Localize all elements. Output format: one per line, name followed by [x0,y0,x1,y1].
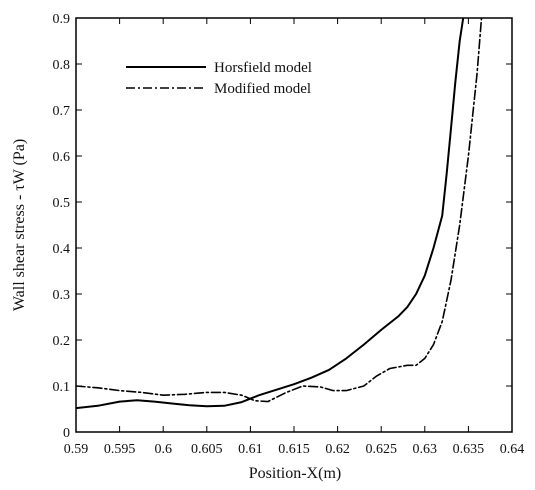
series-line-modified-model [76,18,483,403]
x-tick-label: 0.64 [500,442,525,457]
legend: Horsfield model Modified model [126,60,312,97]
y-tick-label: 0.3 [53,288,71,303]
y-tick-label: 0.6 [53,150,71,165]
y-tick-labels: 0 0.1 0.2 0.3 0.4 0.5 0.6 0.7 0.8 0.9 [53,12,71,441]
x-tick-label: 0.59 [64,442,89,457]
y-tick-label: 0.7 [53,104,71,119]
x-tick-label: 0.61 [238,442,263,457]
x-tick-label: 0.605 [191,442,223,457]
y-tick-label: 0.2 [53,334,71,349]
x-axis-title: Position-X(m) [249,465,341,482]
y-tick-label: 0.1 [53,380,71,395]
x-tick-label: 0.595 [104,442,136,457]
x-tick-label: 0.62 [325,442,350,457]
x-tick-label: 0.635 [453,442,485,457]
series-layer [76,18,483,410]
y-tick-label: 0 [63,426,70,441]
x-tick-label: 0.63 [413,442,438,457]
y-tick-label: 0.8 [53,58,71,73]
x-tick-label: 0.625 [365,442,397,457]
y-tick-label: 0.5 [53,196,71,211]
y-tick-label: 0.9 [53,12,71,27]
y-axis-title: Wall shear stress - τW (Pa) [11,139,28,311]
y-tick-label: 0.4 [53,242,71,257]
legend-label-modified: Modified model [214,81,311,97]
x-tick-label: 0.6 [154,442,172,457]
plot-frame [75,17,513,433]
x-tick-label: 0.615 [278,442,310,457]
legend-label-horsfield: Horsfield model [214,60,312,76]
series-line-horsfield-model [76,18,465,410]
x-tick-labels: 0.59 0.595 0.6 0.605 0.61 0.615 0.62 0.625 0.63 0… [64,442,525,457]
